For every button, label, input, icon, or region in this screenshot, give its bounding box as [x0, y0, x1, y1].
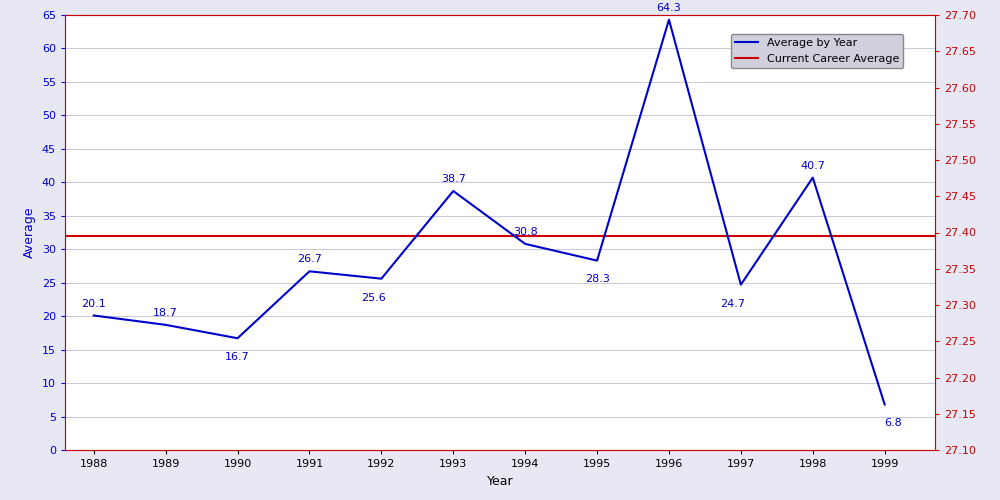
Text: 26.7: 26.7 [297, 254, 322, 264]
Text: 38.7: 38.7 [441, 174, 466, 184]
Text: 20.1: 20.1 [81, 298, 106, 308]
Text: 24.7: 24.7 [720, 298, 745, 308]
Text: 6.8: 6.8 [884, 418, 902, 428]
Legend: Average by Year, Current Career Average: Average by Year, Current Career Average [731, 34, 903, 68]
Text: 25.6: 25.6 [361, 292, 385, 302]
Text: 40.7: 40.7 [800, 160, 825, 170]
Y-axis label: Average: Average [23, 207, 36, 258]
Text: 30.8: 30.8 [513, 227, 538, 237]
Text: 64.3: 64.3 [657, 2, 681, 12]
X-axis label: Year: Year [487, 474, 513, 488]
Text: 28.3: 28.3 [585, 274, 610, 284]
Text: 16.7: 16.7 [225, 352, 250, 362]
Text: 18.7: 18.7 [153, 308, 178, 318]
